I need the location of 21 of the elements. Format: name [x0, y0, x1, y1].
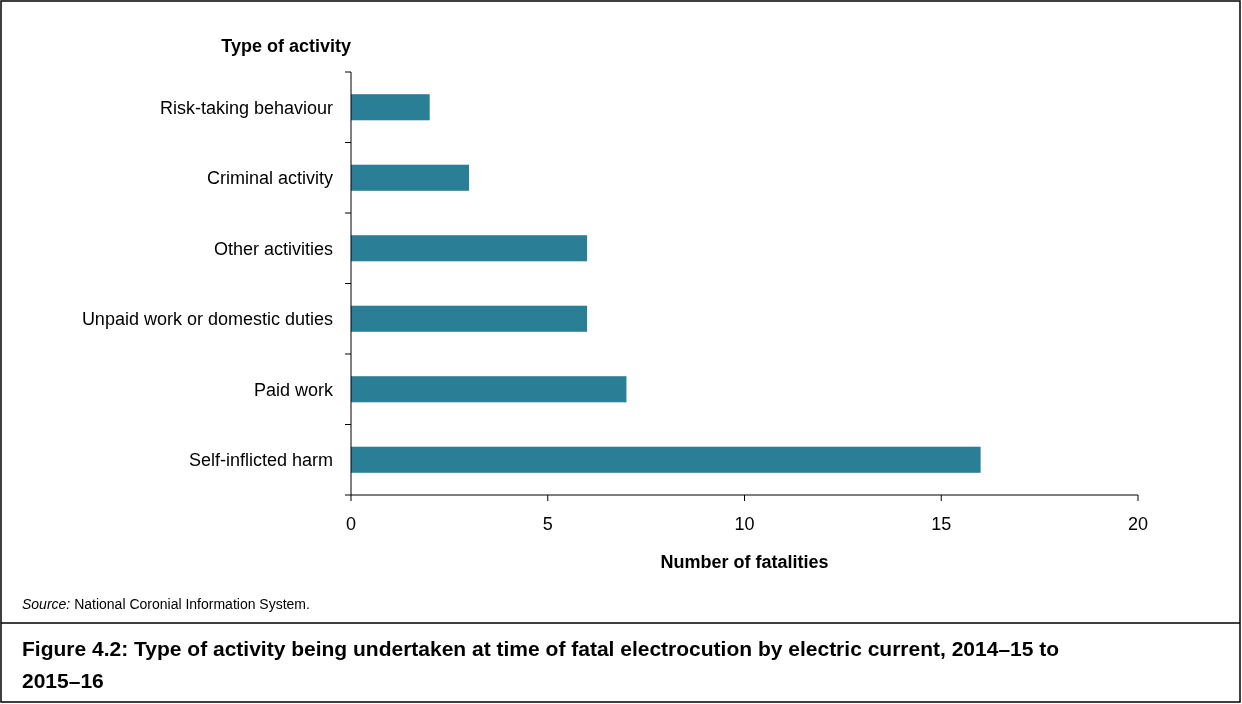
source-note: Source: National Coronial Information System.	[22, 596, 310, 612]
y-tick-label: Self-inflicted harm	[188, 450, 333, 471]
bar	[351, 376, 627, 403]
y-tick-label: Risk-taking behaviour	[159, 97, 333, 118]
y-axis-title: Type of activity	[221, 36, 351, 56]
y-tick-label: Paid work	[253, 379, 334, 400]
bar	[351, 305, 588, 332]
bar	[351, 164, 470, 191]
x-tick-label: 10	[734, 514, 755, 534]
y-tick-label: Criminal activity	[206, 168, 333, 189]
text: Figure 4.2: Type of activity being undertaken at time of fatal electrocution by electric current, 2014–15 to 2015–16	[22, 637, 1060, 692]
x-tick-label: 15	[931, 514, 952, 534]
bar	[351, 94, 430, 121]
x-axis-title: Number of fatalities	[660, 552, 829, 572]
x-tick-label: 5	[542, 514, 553, 534]
y-tick-label: Unpaid work or domestic duties	[81, 309, 333, 330]
y-tick-label: Other activities	[213, 238, 333, 259]
bar	[351, 446, 981, 473]
bar	[351, 235, 588, 262]
x-tick-label: 0	[345, 514, 357, 534]
x-tick-label: 20	[1127, 514, 1149, 534]
